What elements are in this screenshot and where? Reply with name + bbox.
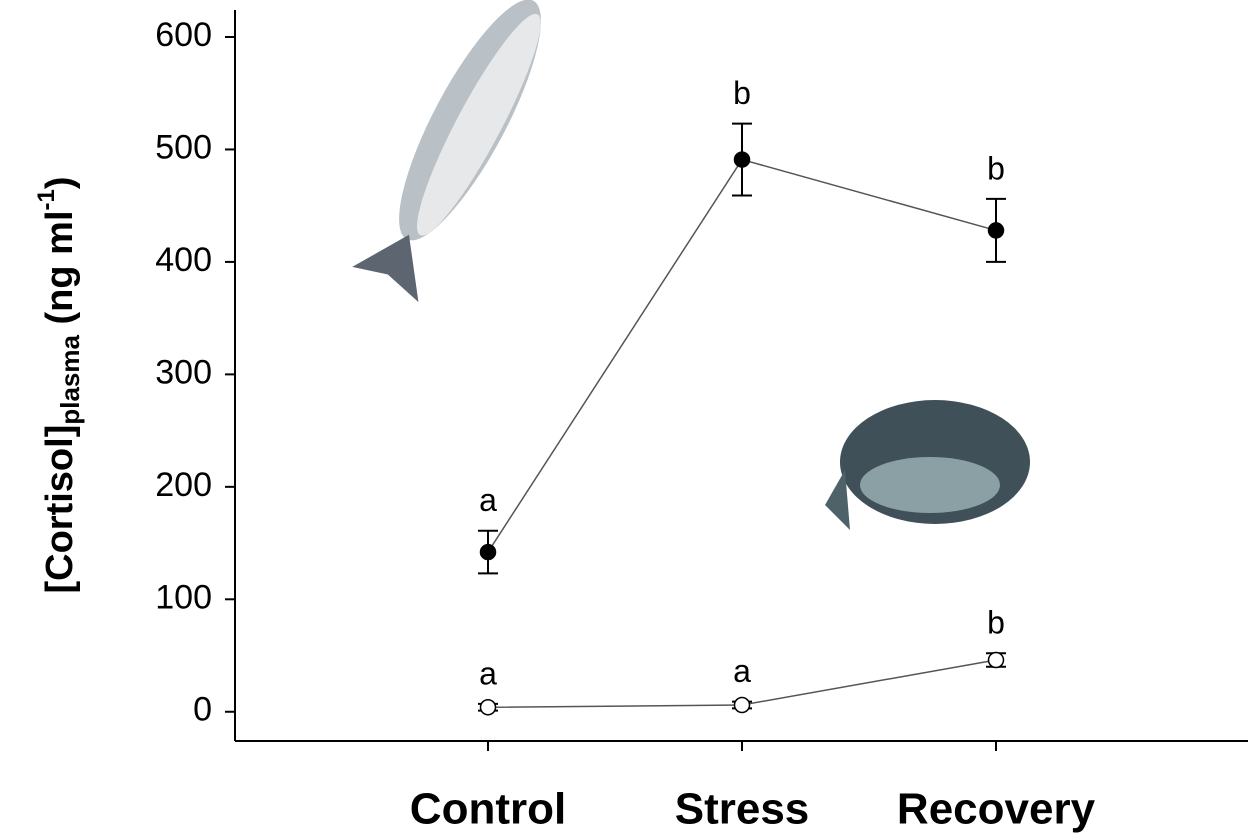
data-point (733, 151, 751, 168)
x-tick-label: Stress (675, 785, 810, 834)
x-tick-label: Recovery (897, 785, 1096, 834)
y-tick-label: 500 (155, 128, 212, 166)
significance-label: b (987, 150, 1005, 186)
lumpfish-picture (825, 400, 1030, 530)
y-tick-label: 100 (155, 578, 212, 616)
significance-label: b (733, 75, 751, 111)
y-tick-label: 0 (193, 691, 212, 729)
significance-label: a (479, 482, 497, 518)
data-point (479, 699, 497, 716)
significance-label: a (733, 653, 751, 689)
significance-label: a (479, 655, 497, 691)
salmon-picture (352, 0, 541, 303)
x-tick-label: Control (410, 785, 566, 834)
y-tick-label: 400 (155, 241, 212, 279)
y-axis-label: [Cortisol]plasma (ng ml-1) (33, 176, 85, 593)
data-point (987, 222, 1005, 239)
data-point (733, 696, 751, 714)
y-tick-label: 300 (155, 353, 212, 391)
y-axis-title: [Cortisol]plasma (ng ml-1) (33, 176, 85, 593)
data-point (479, 543, 497, 561)
data-point (987, 651, 1005, 669)
y-tick-label: 200 (155, 466, 212, 504)
significance-label: b (987, 605, 1005, 641)
y-tick-label: 600 (155, 16, 212, 54)
